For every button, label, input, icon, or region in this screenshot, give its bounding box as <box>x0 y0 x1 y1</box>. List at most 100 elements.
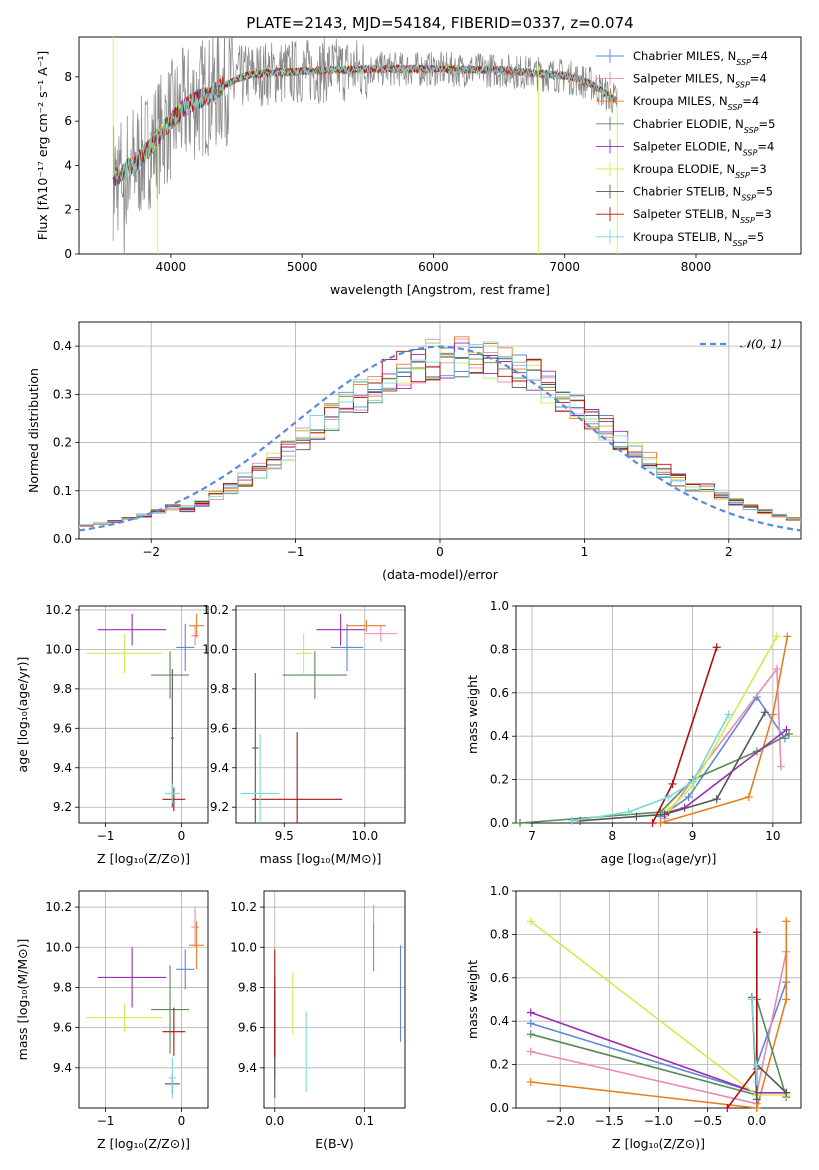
model-spectrum-kroupa_stelib <box>112 63 618 181</box>
weight-lines <box>516 632 793 827</box>
weight-point-salpeter_stelib <box>668 779 677 788</box>
x-tick-label: 5000 <box>287 260 318 274</box>
y-tick-label: 0 <box>64 247 72 261</box>
legend-label-kroupa_elodie: Kroupa ELODIE, NSSP=3 <box>633 162 767 180</box>
normal-curve <box>79 345 801 532</box>
x-tick-label: 10.0 <box>351 829 378 843</box>
weight-point-kroupa_stelib <box>664 792 673 801</box>
weight-point-kroupa_miles <box>752 1104 761 1112</box>
y-tick-label: 0.8 <box>490 927 509 941</box>
y-tick-label: 0.0 <box>53 532 72 546</box>
histogram-kroupa_stelib <box>79 341 801 528</box>
y-tick-label: 9.4 <box>238 1061 257 1075</box>
y-tick-label: 10.2 <box>202 603 229 617</box>
weight-point-salpeter_elodie <box>526 1008 535 1017</box>
weight-point-chabrier_stelib <box>712 795 721 804</box>
axes-frame <box>78 605 209 824</box>
legend-label-chabrier_stelib: Chabrier STELIB, NSSP=5 <box>633 185 773 203</box>
weight-point-salpeter_stelib <box>648 819 657 827</box>
y-tick-label: 8 <box>64 70 72 84</box>
axes-frame <box>78 890 209 1109</box>
y-tick-label: 9.6 <box>53 1021 72 1035</box>
x-tick-label: 0.0 <box>265 1114 284 1128</box>
y-tick-label: 9.4 <box>53 761 72 775</box>
panel-mass_vs_Z: −1 0 9.4 9.6 9.8 10.0 10.2 Z [log₁₀(Z/Z⊙)] mass … <box>15 890 209 1151</box>
x-axis-label: E(B-V) <box>315 1136 354 1151</box>
x-tick-label: 8000 <box>681 260 712 274</box>
y-tick-label: 9.8 <box>210 682 229 696</box>
x-tick-label: −1.0 <box>644 1114 673 1128</box>
panel-weight_vs_age: 7 8 9 10 0.0 0.2 0.4 0.6 0.8 1.0 age [log₁₀(age/yr… <box>465 599 802 866</box>
weight-point-chabrier_miles <box>526 1019 535 1028</box>
weight-point-kroupa_stelib <box>688 777 697 786</box>
panel-age_vs_Z: −1 0 9.2 9.4 9.6 9.8 10.0 10.2 Z [log₁₀(Z/Z⊙)] ag… <box>15 603 209 866</box>
y-tick-label: 0.2 <box>490 1058 509 1072</box>
y-tick-label: 0.0 <box>490 1101 509 1115</box>
y-axis-label: mass weight <box>465 675 480 754</box>
y-tick-label: 4 <box>64 158 72 172</box>
weight-point-kroupa_miles <box>744 792 753 801</box>
weight-point-kroupa_miles <box>782 995 791 1004</box>
x-axis-label: Z [log₁₀(Z/Z⊙)] <box>612 1136 705 1151</box>
axes-frame <box>235 605 406 824</box>
x-tick-label: 6000 <box>418 260 449 274</box>
weight-point-kroupa_miles <box>656 819 665 827</box>
weight-point-kroupa_miles <box>526 1077 535 1086</box>
panel-weight_vs_Z: −2.0 −1.5 −1.0 −0.5 0.0 0.0 0.2 0.4 0.6 0.8 1.0 Z [… <box>465 884 802 1151</box>
x-tick-label: 8 <box>609 829 617 843</box>
weight-point-chabrier_stelib <box>752 1095 761 1104</box>
weight-point-kroupa_elodie <box>526 917 535 926</box>
axes-frame <box>515 605 802 824</box>
weight-point-chabrier_elodie <box>526 1030 535 1039</box>
axes-frame <box>515 890 802 1109</box>
weight-point-kroupa_stelib <box>568 816 577 825</box>
weight-line-chabrier_elodie <box>519 733 790 824</box>
y-axis-label: mass [log₁₀(M/M⊙)] <box>15 939 30 1061</box>
x-axis-label: age [log₁₀(age/yr)] <box>601 851 717 866</box>
x-tick-label: 2 <box>725 545 733 559</box>
y-tick-label: 0.1 <box>53 484 72 498</box>
y-tick-label: 1.0 <box>490 884 509 898</box>
y-tick-label: 0.2 <box>53 436 72 450</box>
y-tick-label: 0.4 <box>490 1014 509 1028</box>
legend-label-salpeter_stelib: Salpeter STELIB, NSSP=3 <box>633 207 772 225</box>
weight-point-chabrier_stelib <box>660 810 669 819</box>
weight-point-chabrier_stelib <box>632 812 641 821</box>
weight-point-kroupa_stelib <box>747 995 756 1004</box>
y-axis-label: mass weight <box>465 960 480 1039</box>
y-tick-label: 10.2 <box>230 900 257 914</box>
y-axis-label: Flux [fλ10⁻¹⁷ erg cm⁻² s⁻¹ A⁻¹] <box>35 51 50 240</box>
y-tick-label: 10.0 <box>45 940 72 954</box>
spectrum-lines <box>112 37 618 254</box>
y-tick-label: 0.2 <box>490 773 509 787</box>
y-tick-label: 0.3 <box>53 387 72 401</box>
legend-label-kroupa_stelib: Kroupa STELIB, NSSP=5 <box>633 230 764 248</box>
residual-histograms <box>79 336 801 532</box>
weight-point-kroupa_miles <box>768 710 777 719</box>
errorbars <box>274 905 402 1098</box>
observed-spectrum <box>112 37 618 254</box>
y-tick-label: 9.6 <box>238 1021 257 1035</box>
x-tick-label: 0 <box>178 1114 186 1128</box>
x-tick-label: −2 <box>142 545 160 559</box>
weight-point-salpeter_miles <box>526 1047 535 1056</box>
errorbars <box>240 613 397 823</box>
x-tick-label: −1.5 <box>595 1114 624 1128</box>
y-tick-label: 10.0 <box>230 940 257 954</box>
weight-point-kroupa_miles <box>783 632 792 641</box>
axes-frame <box>263 890 406 1109</box>
weight-point-chabrier_miles <box>684 792 693 801</box>
y-tick-label: 0.4 <box>53 339 72 353</box>
weight-point-kroupa_elodie <box>772 632 781 641</box>
weight-line-kroupa_stelib <box>572 714 730 822</box>
y-tick-label: 10.0 <box>202 642 229 656</box>
legend-normal-label: 𝒩(0, 1) <box>740 337 782 351</box>
weight-point-kroupa_stelib <box>624 808 633 817</box>
y-tick-label: 0.4 <box>490 729 509 743</box>
y-tick-label: 0.6 <box>490 971 509 985</box>
x-tick-label: −1 <box>287 545 305 559</box>
x-axis-label: (data-model)/error <box>382 567 499 582</box>
y-tick-label: 10.2 <box>45 900 72 914</box>
x-tick-label: −1 <box>97 829 115 843</box>
